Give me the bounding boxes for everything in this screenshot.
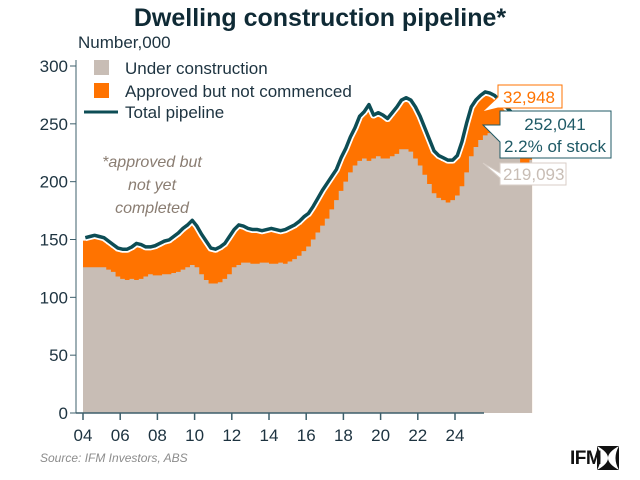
x-tick-label-14: 14 [260,426,279,445]
note-line-1: *approved but [102,154,202,171]
y-axis-label: Number,000 [78,33,171,52]
callout-approved: 32,948 [480,84,563,113]
callout-approved-value: 32,948 [503,88,555,107]
x-tick-label-08: 08 [148,426,167,445]
note-line-2: not yet [128,177,177,194]
x-tick-label-06: 06 [111,426,130,445]
x-tick-label-12: 12 [222,426,241,445]
area-under-construction [83,133,533,413]
legend-swatch-under-construction [94,60,109,75]
x-tick-label-22: 22 [408,426,427,445]
note-line-3: completed [115,200,190,217]
line-total-pipeline [84,90,534,251]
legend-swatch-approved [94,83,109,98]
x-tick-label-24: 24 [446,426,465,445]
x-tick-label-20: 20 [371,426,390,445]
legend-label-approved: Approved but not commenced [125,82,352,101]
x-tick-label-04: 04 [74,426,93,445]
footnote-annotation: *approved but not yet completed [102,154,202,217]
y-tick-label-100: 100 [40,288,68,307]
chart-title: Dwelling construction pipeline* [133,4,507,32]
callout-total-stock-share: 2.2% of stock [504,137,607,156]
y-tick-label-50: 50 [49,346,68,365]
x-tick-label-16: 16 [297,426,316,445]
callout-under-value: 219,093 [503,165,564,184]
callout-total-value: 252,041 [524,115,585,134]
callout-total: 252,041 2.2% of stock [481,110,612,159]
y-tick-label-200: 200 [40,173,68,192]
y-tick-label-250: 250 [40,115,68,134]
x-tick-label-10: 10 [185,426,204,445]
ifm-logo-text: IFM [570,448,602,469]
x-tick-label-18: 18 [334,426,353,445]
y-tick-label-300: 300 [40,57,68,76]
y-tick-label-0: 0 [59,404,68,423]
legend: Under construction Approved but not comm… [84,59,352,122]
legend-label-total-pipeline: Total pipeline [125,103,224,122]
y-tick-label-150: 150 [40,231,68,250]
source-note: Source: IFM Investors, ABS [40,451,188,465]
ifm-logo-mark-icon [597,446,619,470]
callout-under: 219,093 [482,162,567,186]
legend-label-under-construction: Under construction [125,59,268,78]
